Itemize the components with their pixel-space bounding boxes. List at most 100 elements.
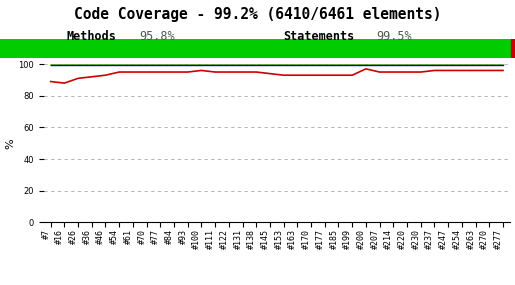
statement [376,63,383,67]
total [459,64,465,67]
method [376,70,383,74]
method [171,70,177,74]
statement [89,63,95,67]
statement [171,63,177,67]
method [486,69,492,72]
statement [144,63,150,67]
statement [308,63,314,67]
total [500,64,506,67]
method [294,74,300,77]
statement [281,63,287,67]
method [322,74,328,77]
statement [486,63,492,67]
statement [253,63,260,67]
total [404,64,410,67]
total [267,64,273,67]
method [281,74,287,77]
method [157,70,163,74]
total [376,64,383,67]
total [486,64,492,67]
total [184,64,191,67]
total [281,64,287,67]
total [198,64,204,67]
statement [335,63,341,67]
method [116,70,122,74]
statement [75,63,81,67]
Text: 95.8%: 95.8% [139,30,175,43]
total [212,64,218,67]
method [253,70,260,74]
statement [500,63,506,67]
statement [47,63,54,67]
total [322,64,328,67]
method [445,69,451,72]
total [363,64,369,67]
statement [322,63,328,67]
total [253,64,260,67]
statement [349,63,355,67]
total [144,64,150,67]
method [47,80,54,83]
method [500,69,506,72]
statement [472,63,478,67]
total [157,64,163,67]
statement [363,63,369,67]
statement [198,63,204,67]
method [130,70,136,74]
total [89,64,95,67]
total [102,64,109,67]
total [294,64,300,67]
method [432,69,438,72]
total [61,64,67,67]
statement [432,63,438,67]
statement [212,63,218,67]
statement [102,63,109,67]
total [239,64,246,67]
total [47,64,54,67]
statement [184,63,191,67]
method [308,74,314,77]
Bar [511,39,515,58]
statement [404,63,410,67]
total [116,64,122,67]
total [418,64,424,67]
total [171,64,177,67]
method [349,74,355,77]
statement [130,63,136,67]
method [472,69,478,72]
statement [445,63,451,67]
method [89,75,95,78]
Text: 99.5%: 99.5% [376,30,411,43]
Text: Code Coverage - 99.2% (6410/6461 elements): Code Coverage - 99.2% (6410/6461 element… [74,7,441,22]
Y-axis label: %: % [6,138,15,148]
statement [239,63,246,67]
total [308,64,314,67]
method [390,70,397,74]
method [184,70,191,74]
total [390,64,397,67]
method [404,70,410,74]
method [418,70,424,74]
Line: method: method [50,69,503,83]
statement [157,63,163,67]
method [226,70,232,74]
method [212,70,218,74]
statement [116,63,122,67]
method [61,82,67,85]
method [144,70,150,74]
method [363,67,369,71]
statement [294,63,300,67]
Text: Statements: Statements [283,30,354,43]
statement [418,63,424,67]
Text: Methods: Methods [67,30,117,43]
method [102,74,109,77]
method [198,69,204,72]
statement [390,63,397,67]
total [335,64,341,67]
total [349,64,355,67]
method [459,69,465,72]
total [130,64,136,67]
total [75,64,81,67]
total [432,64,438,67]
method [267,72,273,75]
